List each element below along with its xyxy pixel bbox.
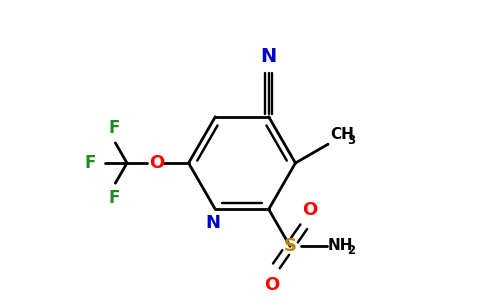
Text: F: F: [108, 119, 120, 137]
Text: F: F: [108, 189, 120, 207]
Text: O: O: [302, 201, 318, 219]
Text: S: S: [284, 237, 297, 255]
Text: 2: 2: [347, 244, 355, 257]
Text: NH: NH: [328, 238, 353, 253]
Text: N: N: [205, 214, 220, 232]
Text: O: O: [264, 276, 279, 294]
Text: N: N: [260, 47, 277, 67]
Text: CH: CH: [331, 127, 354, 142]
Text: O: O: [150, 154, 165, 172]
Text: F: F: [85, 154, 96, 172]
Text: 3: 3: [347, 134, 355, 147]
